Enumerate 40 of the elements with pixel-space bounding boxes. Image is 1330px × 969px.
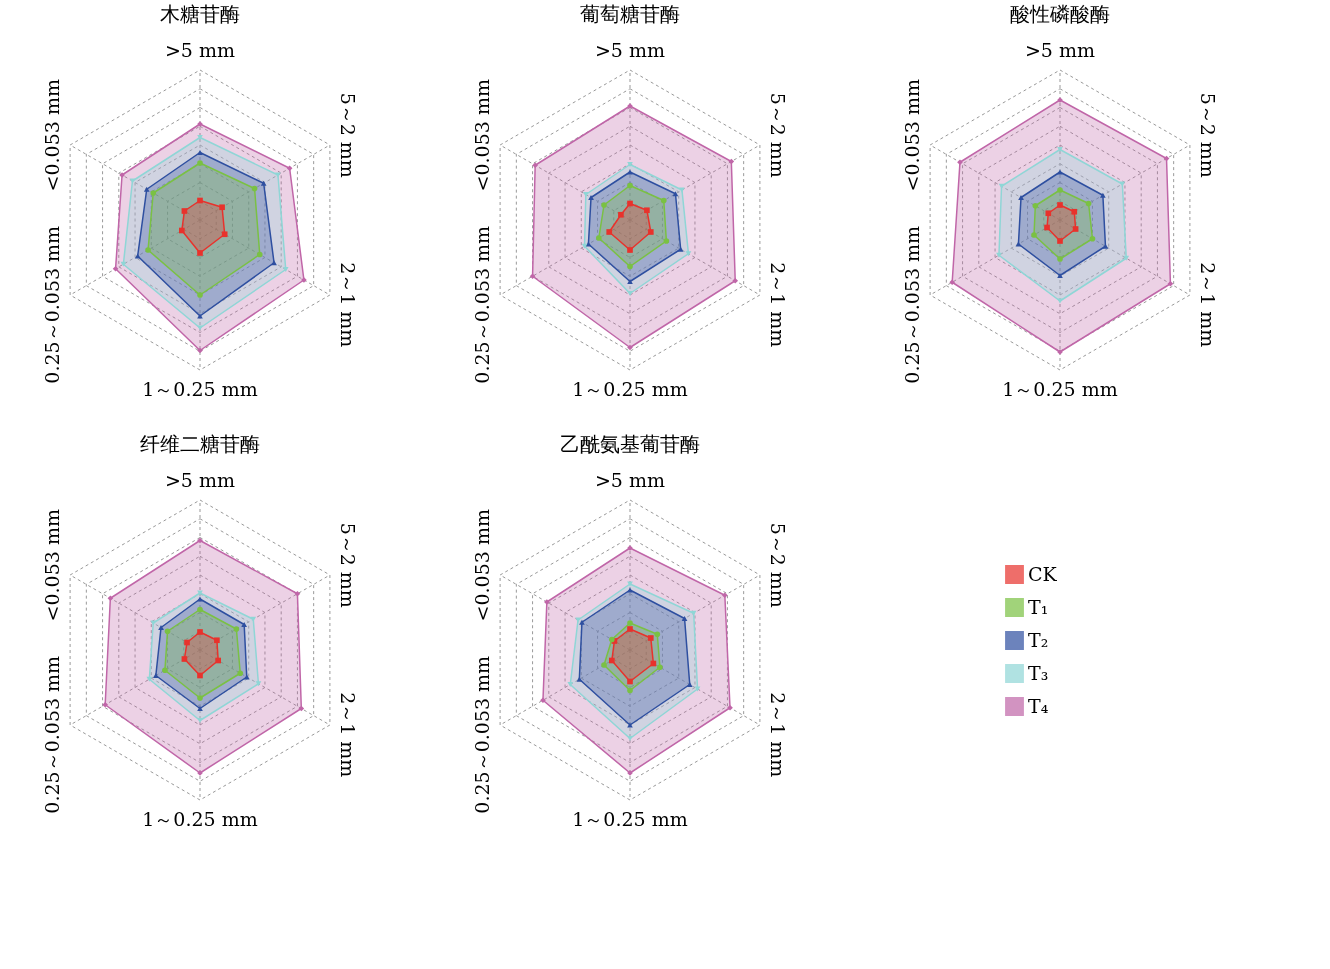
- spoke-label: <0.053 mm: [471, 509, 494, 622]
- chart-title: 酸性磷酸酶: [1010, 2, 1110, 26]
- spoke-label: 1～0.25 mm: [572, 377, 688, 400]
- chart-title: 纤维二糖苷酶: [140, 432, 260, 456]
- spoke-label: >5 mm: [594, 468, 666, 491]
- spoke-label: <0.053 mm: [41, 79, 64, 192]
- spoke-label: 0.25～0.053 mm: [901, 225, 924, 384]
- spoke-label: >5 mm: [164, 468, 236, 491]
- spoke-label: >5 mm: [594, 38, 666, 61]
- spoke-label: 0.25～0.053 mm: [41, 225, 64, 384]
- chart-title: 葡萄糖苷酶: [580, 2, 680, 26]
- spoke-label: <0.053 mm: [901, 79, 924, 192]
- spoke-label: 2～1 mm: [336, 692, 359, 778]
- chart-title: 乙酰氨基葡苷酶: [560, 432, 700, 456]
- spoke-label: 5～2 mm: [766, 522, 789, 608]
- spoke-label: >5 mm: [164, 38, 236, 61]
- spoke-label: 5～2 mm: [336, 522, 359, 608]
- spoke-label: 1～0.25 mm: [142, 807, 258, 830]
- spoke-label: 2～1 mm: [336, 262, 359, 348]
- spoke-label: 0.25～0.053 mm: [471, 225, 494, 384]
- spoke-label: 2～1 mm: [766, 692, 789, 778]
- legend-label: CK: [1028, 562, 1058, 585]
- spoke-label: 1～0.25 mm: [142, 377, 258, 400]
- legend-label: T₁: [1028, 595, 1049, 618]
- spoke-label: 1～0.25 mm: [1002, 377, 1118, 400]
- spoke-label: 5～2 mm: [336, 92, 359, 178]
- spoke-label: <0.053 mm: [41, 509, 64, 622]
- legend-label: T₂: [1028, 628, 1049, 651]
- legend-label: T₃: [1028, 661, 1049, 684]
- spoke-label: 0.25～0.053 mm: [41, 655, 64, 814]
- spoke-label: 2～1 mm: [766, 262, 789, 348]
- spoke-label: 1～0.25 mm: [572, 807, 688, 830]
- spoke-label: 5～2 mm: [1196, 92, 1219, 178]
- spoke-label: <0.053 mm: [471, 79, 494, 192]
- spoke-label: 5～2 mm: [766, 92, 789, 178]
- spoke-label: >5 mm: [1024, 38, 1096, 61]
- chart-title: 木糖苷酶: [160, 2, 240, 26]
- legend-label: T₄: [1028, 694, 1049, 717]
- spoke-label: 2～1 mm: [1196, 262, 1219, 348]
- spoke-label: 0.25～0.053 mm: [471, 655, 494, 814]
